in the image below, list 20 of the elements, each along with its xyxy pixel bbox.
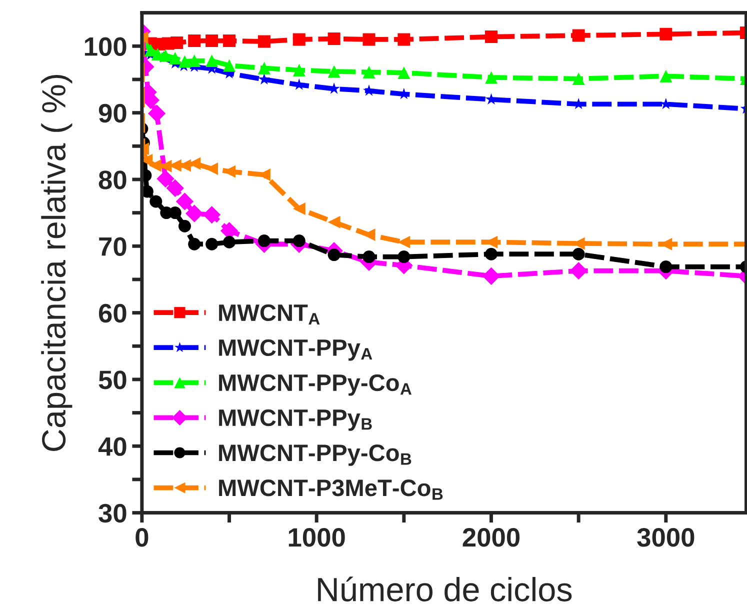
legend-label: MWCNT-PPy-Co$_{B}$: [219, 444, 412, 466]
legend-label: MWCNT-P3MeT-Co$_{B}$: [219, 480, 443, 500]
y-tick-label: 90: [98, 104, 126, 123]
x-tick-label: 2000: [462, 528, 520, 547]
legend-label: MWCNT-PPy-Co$_{A}$: [219, 374, 412, 396]
y-axis-title: Capacitancia relativa ( %): [41, 74, 72, 451]
y-tick-label: 50: [98, 370, 126, 390]
x-tick-label: 1000: [288, 528, 345, 547]
y-tick-label: 100: [84, 37, 126, 56]
legend-label: MWCNT-PPy$_{A}$: [219, 339, 372, 361]
x-tick-label: 3000: [637, 528, 694, 547]
legend-label: MWCNT-PPy$_{B}$: [219, 409, 372, 431]
y-tick-label: 30: [98, 504, 126, 523]
legend-label: MWCNT$_{A}$: [219, 304, 320, 325]
y-tick-label: 80: [98, 170, 126, 190]
y-tick-label: 60: [98, 304, 126, 323]
x-axis-title: Número de ciclos: [318, 576, 572, 602]
y-tick-label: 70: [99, 237, 126, 256]
y-tick-label: 40: [98, 437, 126, 456]
x-tick-label: 0: [136, 528, 148, 547]
